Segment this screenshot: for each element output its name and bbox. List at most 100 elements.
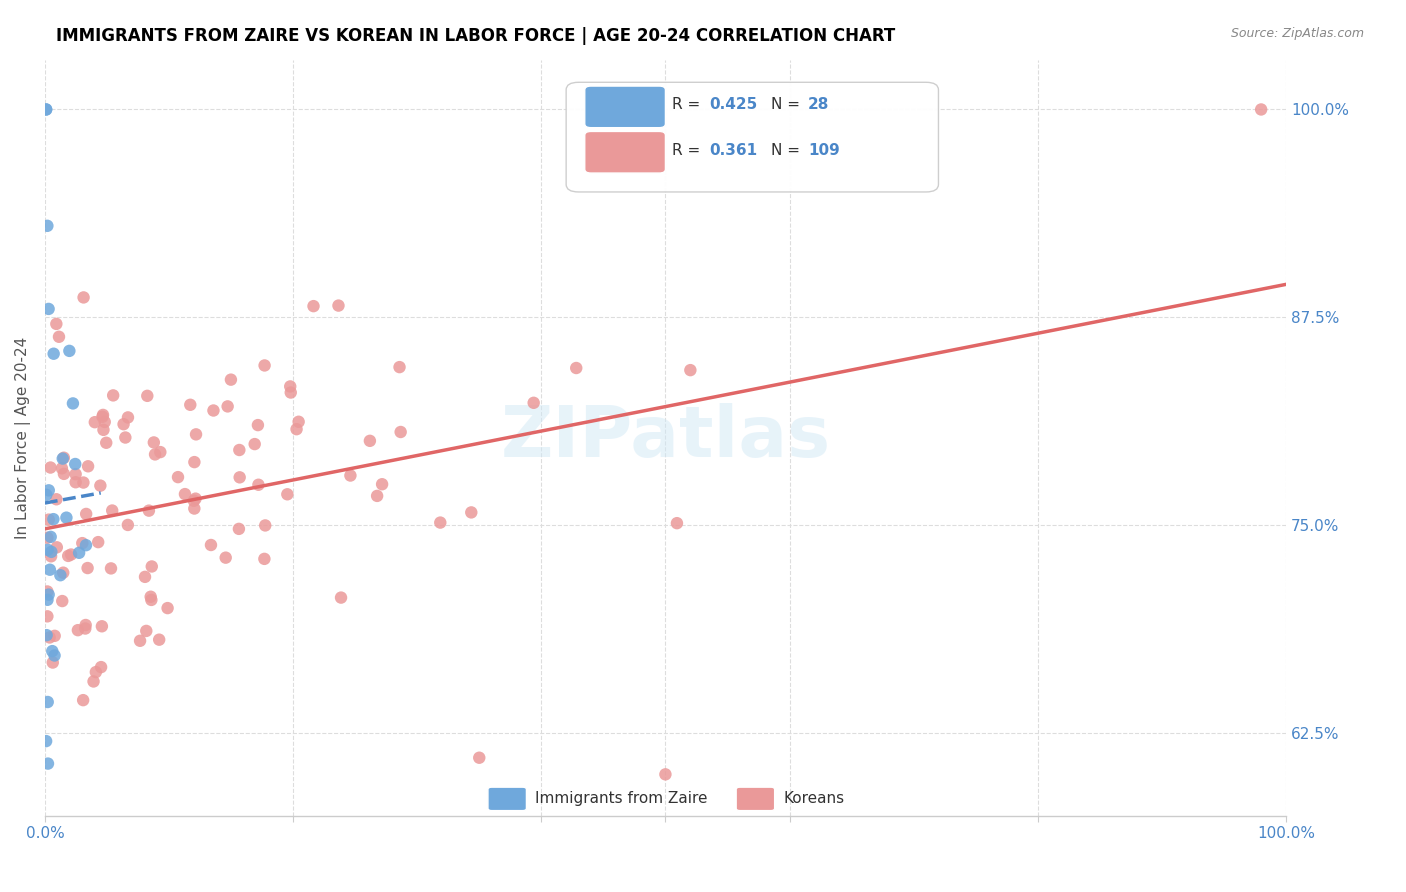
Point	[76, 561, 98, 575]
Text: R =: R =	[672, 97, 704, 112]
Text: 0.361: 0.361	[709, 143, 756, 158]
Point	[112, 417, 135, 432]
Point	[388, 360, 411, 375]
Point	[48, 330, 70, 344]
Point	[66, 623, 89, 637]
Point	[100, 561, 122, 575]
Point	[38, 588, 60, 602]
Point	[302, 299, 325, 313]
Point	[246, 418, 269, 433]
Point	[84, 665, 107, 679]
Point	[41, 644, 63, 658]
Point	[183, 501, 205, 516]
Point	[149, 445, 172, 459]
Point	[179, 398, 201, 412]
Point	[37, 695, 59, 709]
Point	[93, 423, 115, 437]
Point	[285, 422, 308, 436]
Point	[38, 563, 60, 577]
Point	[143, 447, 166, 461]
Point	[654, 767, 676, 781]
Point	[42, 656, 65, 670]
Point	[35, 488, 58, 502]
Text: 28: 28	[808, 97, 830, 112]
Point	[247, 477, 270, 491]
Point	[35, 734, 58, 748]
Point	[37, 542, 59, 557]
Point	[38, 631, 60, 645]
Point	[141, 559, 163, 574]
Point	[134, 570, 156, 584]
Point	[37, 584, 59, 599]
Text: N =: N =	[770, 143, 804, 158]
Text: Source: ZipAtlas.com: Source: ZipAtlas.com	[1230, 27, 1364, 40]
Point	[51, 461, 73, 475]
Point	[38, 483, 60, 498]
Point	[35, 103, 58, 117]
Point	[460, 505, 482, 519]
Point	[52, 467, 75, 481]
Point	[55, 510, 77, 524]
Point	[87, 535, 110, 549]
Text: Koreans: Koreans	[783, 791, 845, 806]
Point	[228, 470, 250, 484]
Point	[37, 219, 59, 233]
Point	[38, 513, 60, 527]
Point	[139, 590, 162, 604]
Point	[65, 457, 87, 471]
Point	[38, 301, 60, 316]
Point	[665, 516, 688, 531]
Point	[42, 512, 65, 526]
Point	[359, 434, 381, 448]
Point	[523, 396, 546, 410]
Point	[45, 541, 67, 555]
Point	[90, 660, 112, 674]
Point	[679, 363, 702, 377]
Point	[280, 385, 302, 400]
Point	[72, 536, 94, 550]
Text: R =: R =	[672, 143, 704, 158]
Point	[202, 403, 225, 417]
Text: ZIPatlas: ZIPatlas	[501, 403, 831, 472]
Point	[174, 487, 197, 501]
Point	[389, 425, 412, 439]
Point	[41, 545, 63, 559]
Point	[91, 409, 114, 424]
Point	[371, 477, 394, 491]
Point	[75, 618, 97, 632]
Point	[67, 546, 90, 560]
Point	[44, 648, 66, 663]
Point	[228, 522, 250, 536]
Point	[366, 489, 388, 503]
Point	[52, 450, 75, 465]
Point	[51, 594, 73, 608]
Point	[39, 460, 62, 475]
Point	[75, 538, 97, 552]
Point	[45, 492, 67, 507]
Point	[101, 503, 124, 517]
Point	[1250, 103, 1272, 117]
Point	[62, 396, 84, 410]
Point	[58, 343, 80, 358]
Point	[91, 408, 114, 422]
Point	[287, 415, 309, 429]
Point	[60, 548, 83, 562]
Point	[468, 750, 491, 764]
Point	[49, 568, 72, 582]
Point	[65, 467, 87, 482]
Point	[37, 756, 59, 771]
Point	[117, 410, 139, 425]
Point	[200, 538, 222, 552]
Point	[219, 373, 242, 387]
Point	[72, 290, 94, 304]
Point	[90, 619, 112, 633]
Point	[96, 435, 118, 450]
Point	[35, 628, 58, 642]
FancyBboxPatch shape	[585, 131, 665, 173]
Point	[565, 361, 588, 376]
Point	[429, 516, 451, 530]
FancyBboxPatch shape	[737, 787, 775, 811]
FancyBboxPatch shape	[567, 82, 938, 192]
Point	[142, 435, 165, 450]
Point	[253, 359, 276, 373]
